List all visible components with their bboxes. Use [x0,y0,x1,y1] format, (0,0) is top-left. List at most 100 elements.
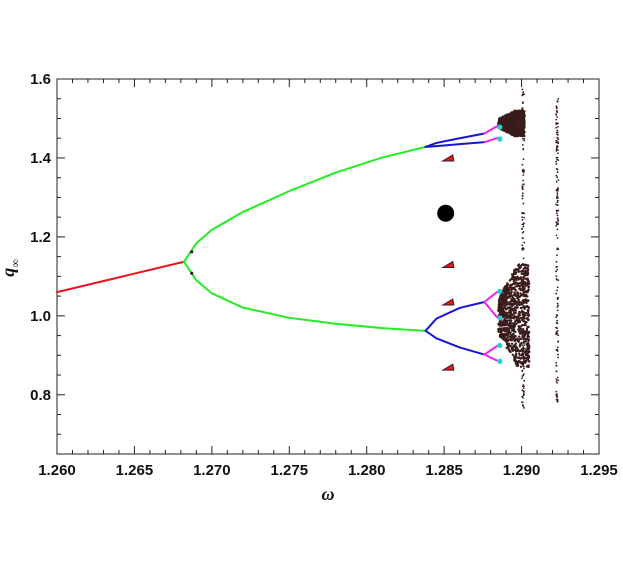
chaos-point [522,328,525,331]
chaos-point [513,268,516,272]
chaos-point [505,337,508,340]
sparse-chaos-point [556,327,558,330]
sparse-chaos-point [521,132,523,135]
sparse-chaos-point [522,387,525,390]
period-1-branch [56,260,185,294]
chaos-point [518,126,522,130]
sparse-chaos-point [523,332,525,335]
sparse-chaos-point [522,276,524,279]
chaos-point [524,359,527,363]
sparse-chaos-point [556,332,558,335]
chaos-point [513,316,516,320]
chaos-point [514,330,517,334]
sparse-chaos-point [522,312,525,315]
sparse-chaos-point [556,330,559,332]
sparse-chaos-point [557,340,559,343]
chaos-point [512,124,515,127]
sparse-chaos-point [523,379,526,382]
sparse-chaos-point [556,199,559,202]
chaos-point [525,282,529,285]
chaos-point [527,288,530,292]
sparse-chaos-point [556,322,559,325]
sparse-chaos-point [557,152,559,155]
chaos-point [503,322,507,325]
chaos-point [506,130,510,134]
chaos-point [503,333,507,337]
sparse-chaos-point [522,202,525,205]
sparse-chaos-point [556,314,559,317]
sparse-chaos-point [522,294,525,297]
x-tick-label: 1.290 [503,462,541,479]
chaos-point [523,274,527,277]
chaos-point [505,346,508,350]
sparse-chaos-point [557,149,559,151]
period-16-point [497,358,503,364]
sparse-chaos-point [521,107,524,109]
sparse-chaos-point [522,179,525,182]
sparse-chaos-point [555,370,558,373]
chaos-point [506,344,510,348]
chaos-point [497,301,501,304]
sparse-chaos-point [556,306,559,308]
chaos-point [513,320,517,323]
sparse-chaos-point [521,279,524,282]
sparse-chaos-point [556,210,558,213]
sparse-chaos-point [555,123,558,126]
chaos-point [504,125,508,129]
sparse-chaos-point [523,241,526,244]
sparse-chaos-point [555,266,558,269]
chaos-point [525,327,529,331]
sparse-chaos-point [522,340,525,343]
chaos-point [516,264,520,267]
chaos-point [526,277,529,280]
chaos-point [510,319,513,322]
chaos-point [509,130,513,133]
sparse-chaos-point [522,336,524,339]
x-tick-label: 1.265 [116,462,154,479]
chaos-point [516,134,519,137]
chaos-point [502,127,505,131]
sparse-chaos-point [556,217,559,220]
sparse-chaos-point [555,225,558,227]
chaos-point [520,272,523,275]
sparse-chaos-point [523,124,525,127]
sparse-chaos-point [521,185,524,188]
chaos-point [518,317,521,321]
chaos-point [501,115,504,118]
period-8-branch [483,301,498,319]
period-2-upper-branch [182,145,427,263]
chaos-point [517,340,520,344]
chaos-point [512,299,515,302]
chaos-point [516,297,519,300]
sparse-chaos-point [522,306,525,309]
chaos-point [499,329,502,332]
chaos-point [514,352,518,356]
sparse-chaos-point [521,216,524,219]
sparse-chaos-point [555,234,558,237]
chaos-point [516,291,519,295]
chaos-point [500,298,504,302]
sparse-chaos-point [522,283,525,286]
chaos-point [504,114,508,118]
chaos-point [509,331,512,334]
period-8-branch [483,345,498,356]
bifurcation-dot [190,271,194,275]
sparse-chaos-point [555,349,558,351]
chaos-point [527,306,531,309]
sparse-chaos-point [556,268,559,271]
sparse-chaos-point [522,357,525,360]
chaos-point [512,128,515,131]
chaos-point [506,338,510,341]
chaos-point [509,311,513,314]
sparse-chaos-point [555,113,558,115]
period-16-point [497,288,503,294]
chaos-point [524,290,528,294]
chaos-point [525,301,528,305]
chaos-point [506,311,510,314]
chaos-point [519,123,522,126]
x-axis-title: ω [321,484,334,504]
sparse-chaos-point [522,148,525,151]
sparse-chaos-point [521,361,524,363]
chaos-point [515,306,518,309]
